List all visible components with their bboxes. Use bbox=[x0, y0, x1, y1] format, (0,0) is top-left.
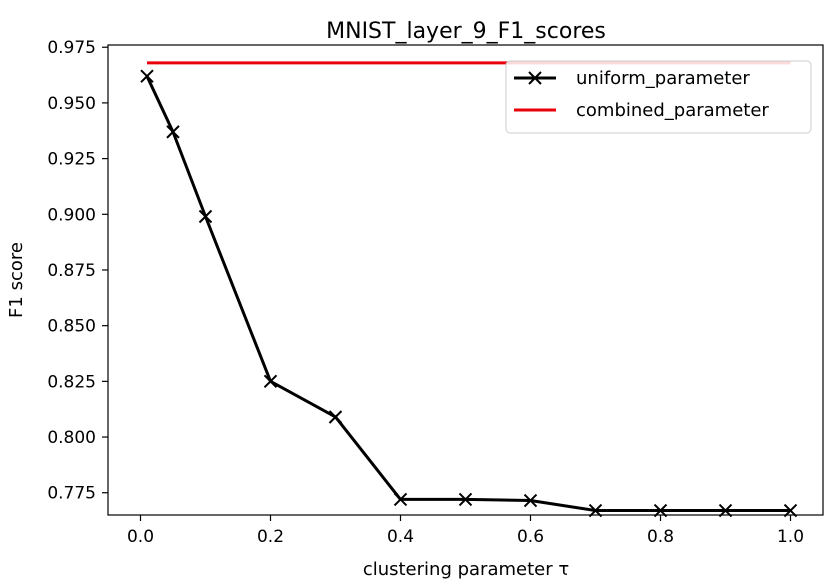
y-tick-label: 0.825 bbox=[47, 372, 96, 392]
data-point bbox=[458, 492, 473, 507]
x-axis-label: clustering parameter τ bbox=[363, 559, 569, 580]
y-tick-label: 0.925 bbox=[47, 150, 96, 170]
y-tick-label: 0.900 bbox=[47, 205, 96, 225]
series-line bbox=[145, 75, 791, 513]
y-tick-label: 0.950 bbox=[47, 94, 96, 114]
y-tick-label: 0.850 bbox=[47, 317, 96, 337]
x-tick-label: 0.4 bbox=[387, 527, 414, 547]
series-uniform-parameter bbox=[140, 69, 798, 518]
chart-title: MNIST_layer_9_F1_scores bbox=[326, 19, 606, 44]
data-point bbox=[523, 493, 538, 508]
y-tick-label: 0.975 bbox=[47, 38, 96, 58]
y-tick-label: 0.775 bbox=[47, 484, 96, 504]
data-point bbox=[263, 374, 278, 389]
legend-marker bbox=[528, 71, 542, 85]
data-point bbox=[783, 503, 798, 518]
y-axis-ticks: 0.775 0.800 0.825 0.850 0.875 0.900 0.925 0.950… bbox=[47, 38, 108, 504]
x-axis-ticks: 0.0 0.2 0.4 0.6 0.8 1.0 bbox=[127, 515, 804, 547]
y-tick-label: 0.875 bbox=[47, 261, 96, 281]
x-tick-label: 1.0 bbox=[777, 527, 804, 547]
y-axis-label: F1 score bbox=[6, 242, 27, 318]
data-point bbox=[166, 125, 180, 139]
data-point bbox=[198, 209, 213, 224]
plot-area: 0.0 0.2 0.4 0.6 0.8 1.0 0.7750.8000.8250.8500… bbox=[47, 38, 824, 547]
legend-item-uniform-parameter: uniform_parameter bbox=[514, 68, 750, 89]
x-tick-label: 0.0 bbox=[127, 527, 154, 547]
x-tick-label: 0.6 bbox=[517, 527, 544, 547]
x-tick-label: 0.8 bbox=[647, 527, 674, 547]
x-tick-label: 0.2 bbox=[257, 527, 284, 547]
legend-item-combined-parameter: combined_parameter bbox=[514, 100, 769, 121]
legend-label: combined_parameter bbox=[576, 100, 769, 121]
data-point bbox=[718, 503, 733, 518]
plot-frame bbox=[107, 44, 824, 516]
data-point bbox=[393, 492, 408, 507]
data-point bbox=[328, 410, 343, 424]
legend-label: uniform_parameter bbox=[576, 68, 750, 89]
legend: uniform_parameter combined_parameter bbox=[505, 60, 812, 134]
data-point bbox=[653, 503, 668, 518]
data-point bbox=[140, 69, 154, 83]
data-point bbox=[588, 503, 603, 518]
y-tick-label: 0.800 bbox=[47, 428, 96, 448]
legend-items: uniform_parameter combined_parameter bbox=[514, 68, 769, 121]
legend-box bbox=[505, 60, 812, 134]
